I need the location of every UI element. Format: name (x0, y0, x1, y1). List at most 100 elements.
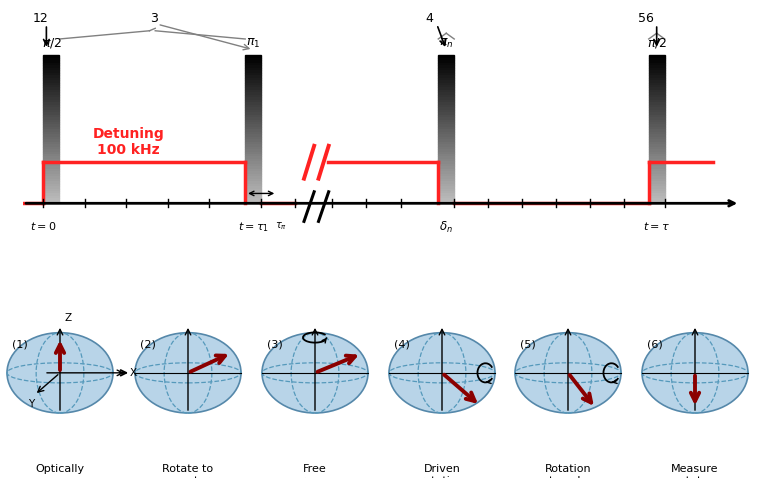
Bar (245, 70, 261, 73)
Text: $\pi/2$: $\pi/2$ (647, 36, 666, 50)
Bar (438, 85, 454, 87)
Bar (648, 152, 665, 154)
Bar (43, 198, 59, 201)
Bar (648, 137, 665, 139)
Text: $\delta_n$: $\delta_n$ (439, 220, 453, 235)
Bar (648, 70, 665, 73)
Text: (2): (2) (141, 340, 156, 350)
Bar (245, 137, 261, 139)
Bar (43, 137, 59, 139)
Bar (245, 92, 261, 95)
Bar (438, 132, 454, 134)
Bar (43, 70, 59, 73)
Bar (438, 105, 454, 107)
Bar (438, 98, 454, 100)
Bar (648, 73, 665, 75)
Bar (245, 63, 261, 65)
Bar (648, 174, 665, 176)
Bar (648, 141, 665, 144)
Bar (43, 139, 59, 141)
Bar (245, 105, 261, 107)
Bar (438, 55, 454, 58)
Bar (245, 134, 261, 137)
Bar (43, 92, 59, 95)
Text: $\pi_1$: $\pi_1$ (246, 37, 260, 50)
Bar (43, 100, 59, 102)
Bar (43, 85, 59, 87)
Bar (245, 162, 261, 164)
Bar (648, 147, 665, 149)
Bar (648, 80, 665, 83)
Bar (438, 127, 454, 130)
Bar (43, 147, 59, 149)
Bar (648, 144, 665, 147)
Bar (648, 83, 665, 85)
Bar (438, 171, 454, 174)
Bar (43, 68, 59, 70)
Bar (43, 174, 59, 176)
Bar (648, 132, 665, 134)
Text: (6): (6) (647, 340, 663, 350)
Bar (438, 149, 454, 152)
Text: $\tau_\pi$: $\tau_\pi$ (275, 220, 286, 231)
Bar (438, 156, 454, 159)
Bar (648, 154, 665, 156)
Text: 12: 12 (32, 12, 49, 25)
Bar (245, 194, 261, 196)
Bar (438, 68, 454, 70)
Bar (438, 179, 454, 181)
Bar (648, 100, 665, 102)
Bar (648, 117, 665, 120)
Bar (43, 201, 59, 203)
Text: Rotation
to pole: Rotation to pole (545, 464, 591, 478)
Bar (43, 87, 59, 90)
Bar (43, 90, 59, 92)
Bar (245, 179, 261, 181)
Text: X: X (130, 368, 137, 378)
Bar (43, 179, 59, 181)
Bar (43, 102, 59, 105)
Bar (43, 107, 59, 109)
Bar (648, 60, 665, 63)
Bar (43, 152, 59, 154)
Bar (438, 134, 454, 137)
Bar (43, 63, 59, 65)
Bar (438, 109, 454, 112)
Bar (438, 107, 454, 109)
Bar (43, 60, 59, 63)
Text: Y: Y (28, 399, 34, 409)
Bar (438, 60, 454, 63)
Bar (648, 179, 665, 181)
Bar (43, 65, 59, 68)
Bar (245, 109, 261, 112)
Bar (648, 68, 665, 70)
Bar (648, 181, 665, 184)
Bar (438, 92, 454, 95)
Bar (438, 83, 454, 85)
Bar (245, 87, 261, 90)
Bar (438, 115, 454, 117)
Bar (43, 164, 59, 166)
Bar (438, 194, 454, 196)
Bar (245, 100, 261, 102)
Bar (648, 184, 665, 186)
Bar (648, 85, 665, 87)
Bar (245, 130, 261, 132)
Bar (245, 127, 261, 130)
Bar (245, 149, 261, 152)
Bar (648, 162, 665, 164)
Bar (648, 194, 665, 196)
Bar (43, 154, 59, 156)
Bar (245, 191, 261, 194)
Bar (43, 95, 59, 98)
Text: Z: Z (64, 313, 71, 323)
Bar (438, 181, 454, 184)
Text: (1): (1) (12, 340, 28, 350)
Bar (438, 154, 454, 156)
Bar (648, 169, 665, 171)
Bar (43, 196, 59, 198)
Bar (648, 92, 665, 95)
Bar (43, 58, 59, 60)
Bar (245, 68, 261, 70)
Bar (245, 141, 261, 144)
